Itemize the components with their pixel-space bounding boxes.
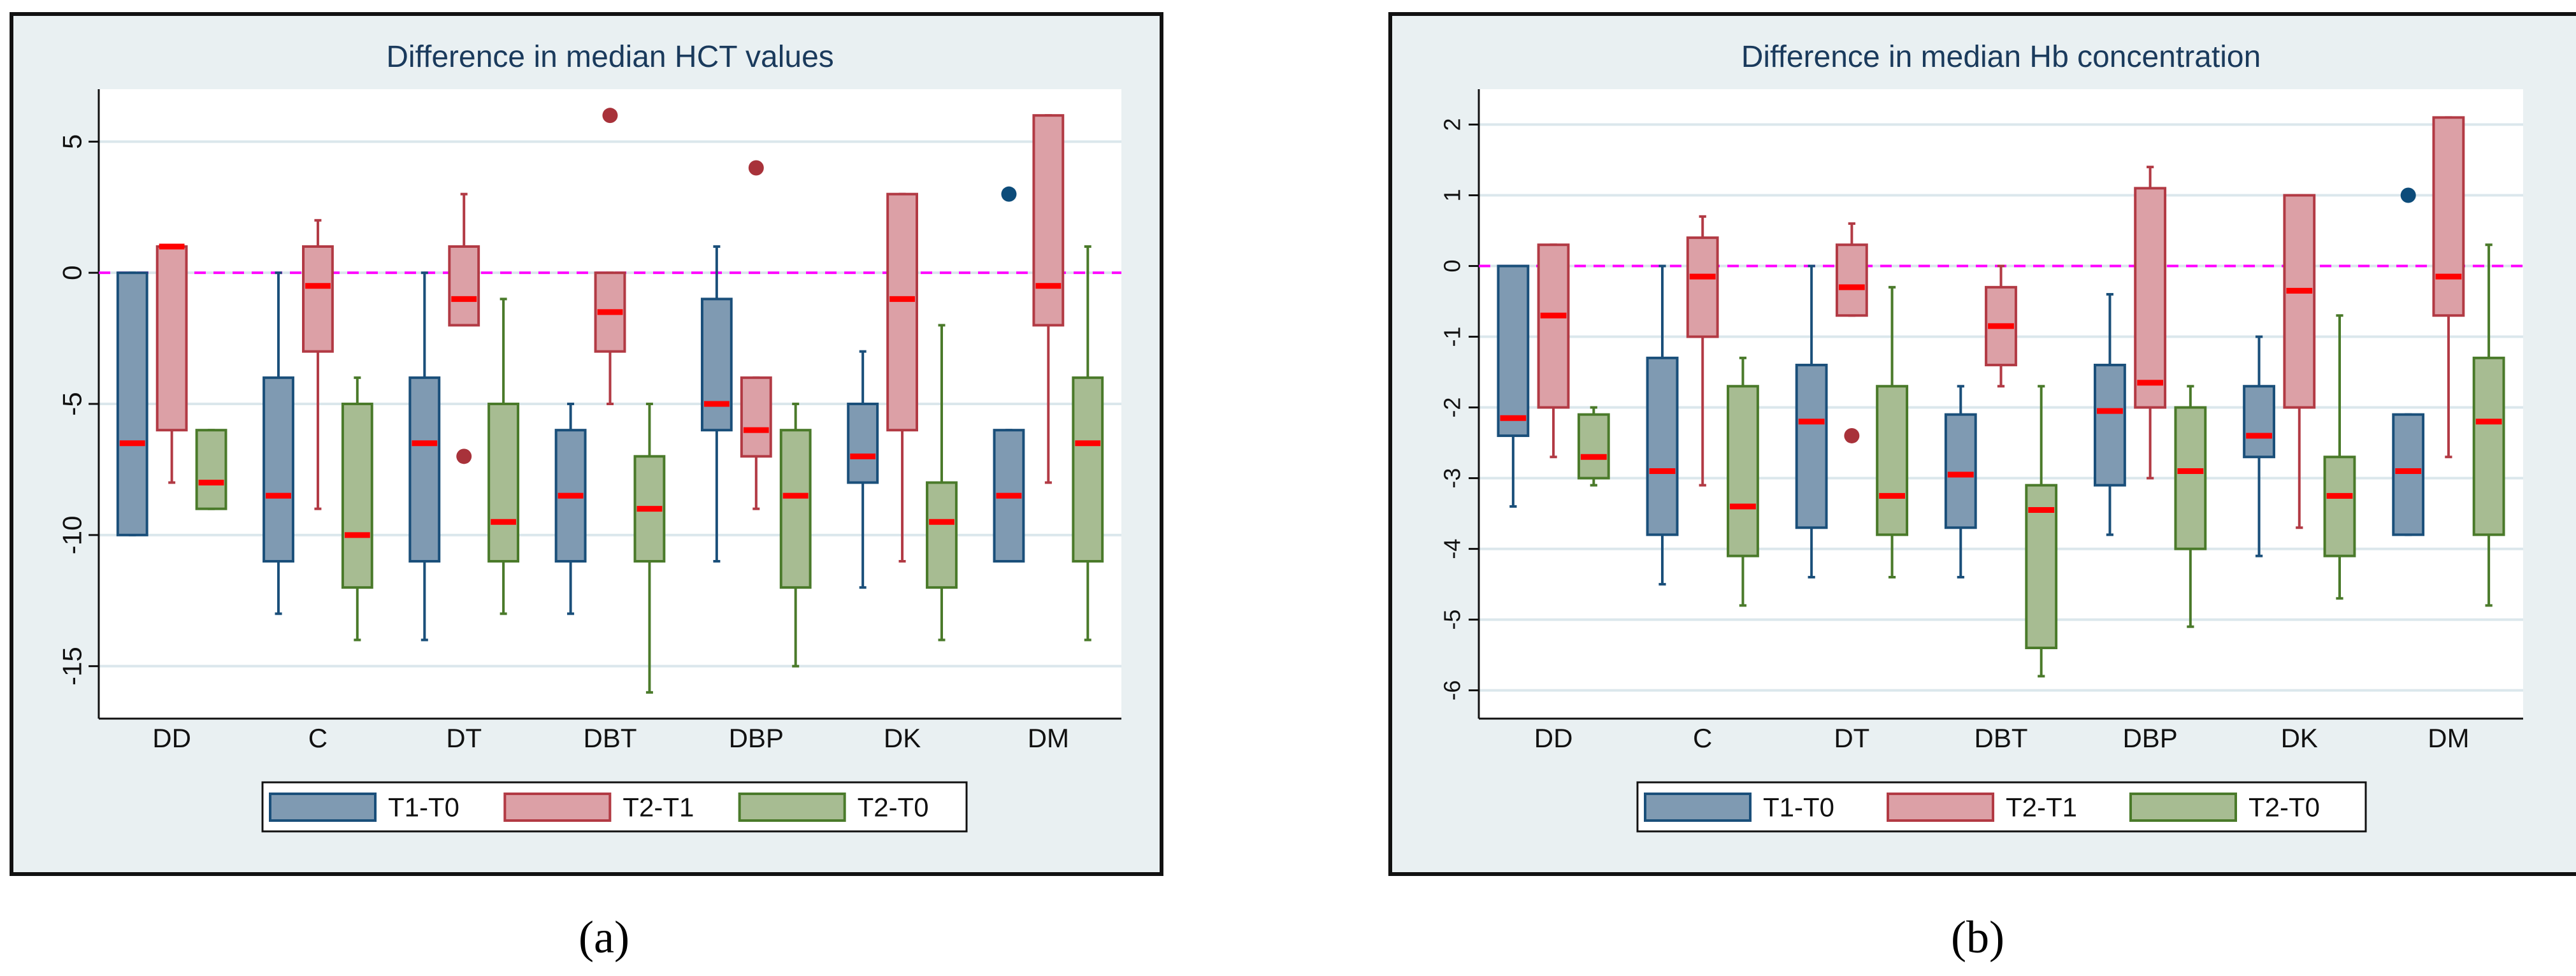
x-tick-label: DM [1028,723,1069,753]
outlier-point [456,449,472,464]
x-tick-label: DK [2281,723,2318,753]
legend-label: T1-T0 [1763,793,1834,822]
x-tick-label: DK [884,723,921,753]
y-tick-label: 5 [57,134,87,149]
box-t2-t0 [2323,456,2356,557]
legend-label: T2-T0 [2249,793,2320,822]
box-t2-t1 [1032,114,1065,327]
box-t2-t1 [2134,187,2167,409]
box-t1-t0 [1646,356,1679,536]
y-tick-label: 0 [1439,260,1465,273]
x-tick-label: DT [446,723,482,753]
legend-label: T2-T1 [2006,793,2077,822]
box-t1-t0 [408,376,441,563]
legend-box [261,781,968,833]
box-t1-t0 [847,403,879,484]
box-t1-t0 [1944,413,1977,529]
outlier-point [2400,187,2416,203]
legend-swatch-t1-t0 [1644,793,1752,822]
y-tick-label: 1 [1439,189,1465,202]
outlier-point [1844,427,1860,443]
x-tick-label: C [308,723,327,753]
box-t2-t1 [448,245,480,327]
chart-title: Difference in median Hb concentration [1741,40,2261,74]
box-t2-t0 [341,403,373,589]
legend-box [1636,781,2367,833]
y-tick-label: -4 [1439,539,1465,559]
box-t2-t0 [1577,413,1610,480]
chart-hct: Difference in median HCT values 5 0 -5 -10 -1… [10,12,1163,963]
outlier-point [748,160,764,176]
y-tick-label: -15 [57,647,87,685]
x-tick-label: DM [2428,723,2469,753]
box-t1-t0 [2243,385,2275,459]
box-t1-t0 [2392,413,2425,536]
y-tick-label: -1 [1439,327,1465,347]
panel-caption: (a) [579,912,630,963]
y-tick-label: -2 [1439,398,1465,418]
box-t2-t0 [779,429,812,589]
box-t2-t0 [195,429,227,510]
box-t1-t0 [700,298,733,432]
box-t2-t1 [1835,243,1868,317]
box-t2-t1 [740,376,772,458]
y-tick-label: -6 [1439,680,1465,701]
box-t1-t0 [1497,264,1530,437]
y-tick-label: 2 [1439,118,1465,131]
y-tick-label: -5 [57,392,87,415]
chart-hb: Difference in median Hb concentration 2 1 0… [1388,12,2576,963]
y-tick-label: -10 [57,515,87,554]
box-t2-t0 [487,403,520,563]
outlier-point [1001,186,1017,202]
x-tick-label: DD [152,723,191,753]
plot-area [1479,89,2523,719]
box-t1-t0 [2094,363,2126,487]
legend-swatch-t2-t0 [738,793,846,822]
legend-label: T2-T0 [858,793,929,822]
legend-swatch-t2-t1 [503,793,612,822]
chart-title: Difference in median HCT values [386,40,834,74]
legend-swatch-t2-t0 [2129,793,2237,822]
box-t1-t0 [263,376,294,563]
box-t2-t0 [2472,356,2505,536]
box-t2-t1 [155,245,188,432]
panel-caption: (b) [1951,912,2004,963]
y-tick-label: -3 [1439,468,1465,489]
box-t2-t1 [302,245,334,353]
box-t2-t0 [1072,376,1104,563]
legend-label: T1-T0 [388,793,459,822]
box-t2-t0 [926,481,958,589]
x-tick-label: DBP [2122,723,2177,753]
box-t1-t0 [116,271,148,536]
x-tick-label: DBT [1975,723,2028,753]
box-t2-t1 [1686,236,1719,338]
box-t2-t0 [1876,385,1908,536]
box-t2-t0 [1727,385,1759,557]
legend-swatch-t1-t0 [269,793,377,822]
y-tick-label: 0 [57,265,87,280]
box-t2-t1 [886,192,918,432]
x-tick-label: DBT [584,723,637,753]
box-t2-t1 [1537,243,1570,409]
box-t2-t1 [2432,116,2465,317]
y-tick-label: -5 [1439,610,1465,630]
x-tick-label: DD [1534,723,1573,753]
x-tick-label: DBP [729,723,784,753]
box-t1-t0 [1795,363,1828,529]
legend-swatch-t2-t1 [1887,793,1994,822]
legend-label: T2-T1 [622,793,694,822]
box-t2-t0 [2174,406,2207,550]
x-tick-label: DT [1834,723,1869,753]
x-tick-label: C [1693,723,1712,753]
outlier-point [602,108,618,124]
box-t2-t1 [2283,194,2316,409]
